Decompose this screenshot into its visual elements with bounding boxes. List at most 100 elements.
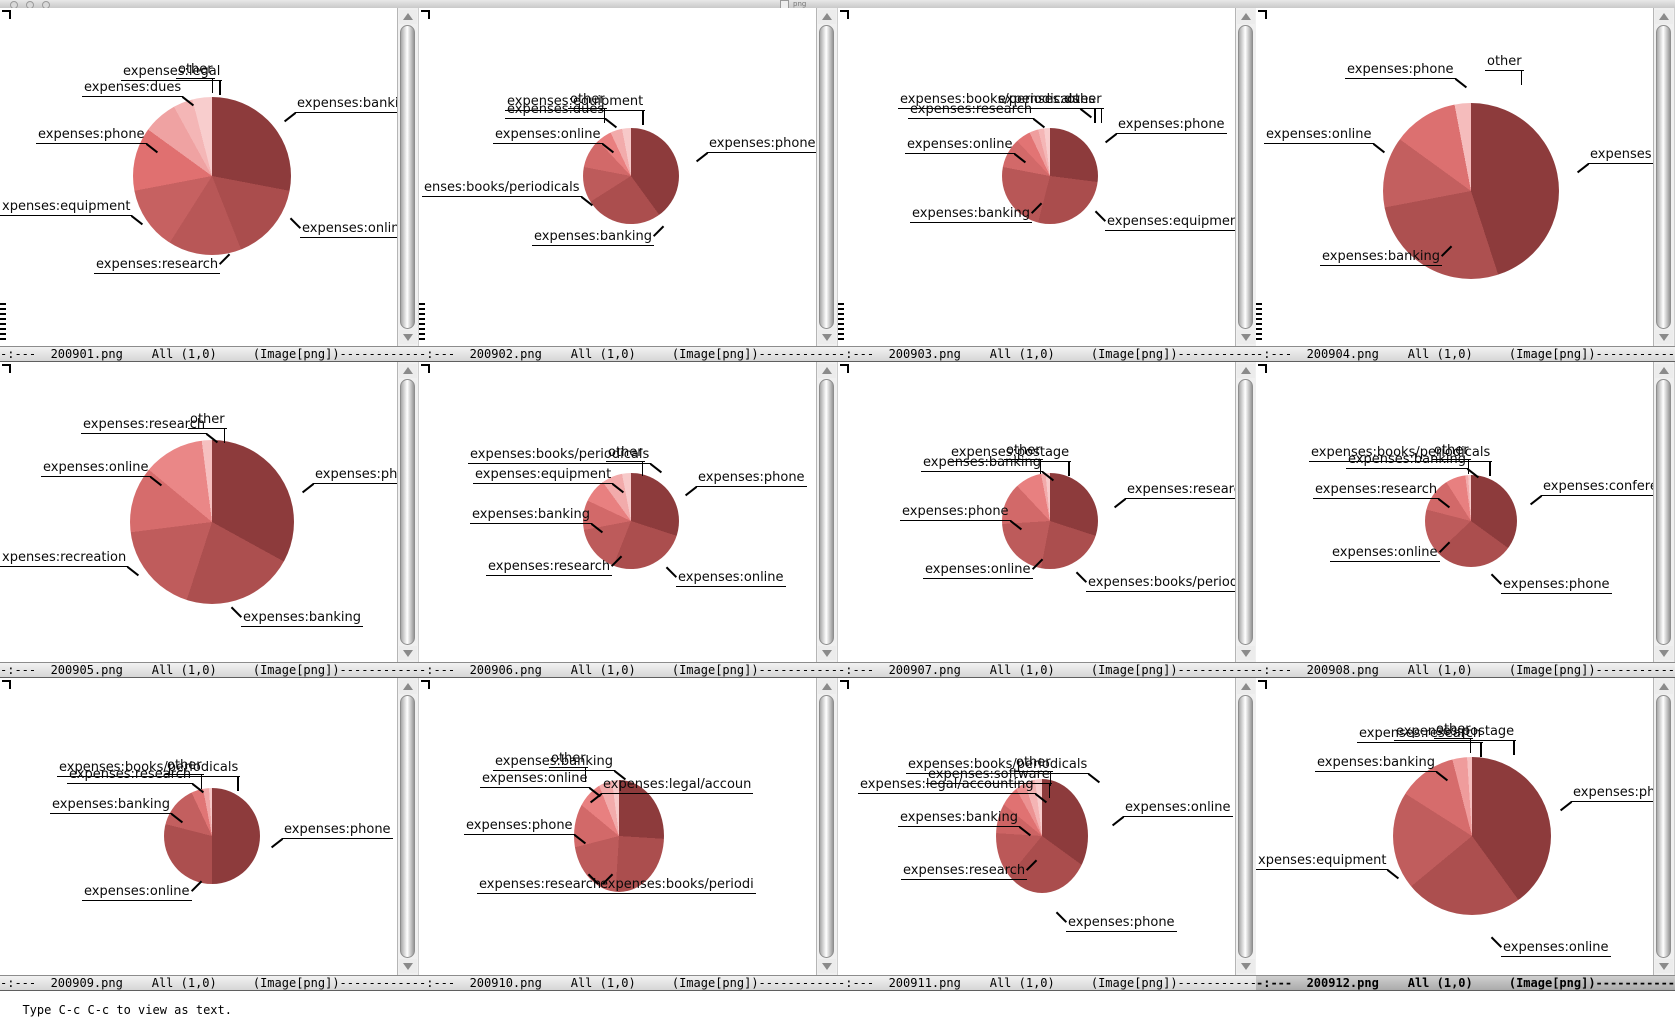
scroll-up-arrow[interactable]	[1237, 680, 1255, 694]
scrollbar-thumb[interactable]	[1656, 379, 1671, 645]
scrollbar[interactable]	[397, 362, 419, 662]
scrollbar[interactable]	[816, 362, 838, 662]
leader-line	[219, 253, 230, 264]
scroll-up-arrow[interactable]	[1655, 680, 1673, 694]
up-arrow-icon	[403, 683, 413, 690]
scrollbar-thumb[interactable]	[819, 25, 834, 329]
scroll-up-arrow[interactable]	[818, 364, 836, 378]
scrollbar[interactable]	[1653, 8, 1675, 346]
scroll-up-arrow[interactable]	[818, 680, 836, 694]
leader-line	[1088, 773, 1100, 783]
modeline-200908.png[interactable]: -:--- 200908.png All (1,0) (Image[png])-…	[1256, 662, 1675, 678]
scrollbar-thumb[interactable]	[819, 379, 834, 645]
down-arrow-icon	[1241, 334, 1251, 341]
scrollbar-thumb[interactable]	[1238, 379, 1253, 645]
echo-area[interactable]: Type C-c C-c to view as text.	[0, 991, 1675, 1004]
scroll-up-arrow[interactable]	[818, 10, 836, 24]
modeline-200905.png[interactable]: -:--- 200905.png All (1,0) (Image[png])-…	[0, 662, 419, 678]
modeline-200902.png[interactable]: -:--- 200902.png All (1,0) (Image[png])-…	[419, 346, 838, 362]
pie-slice-label: other	[549, 751, 588, 768]
modeline-200901.png[interactable]: -:--- 200901.png All (1,0) (Image[png])-…	[0, 346, 419, 362]
scroll-down-arrow[interactable]	[1655, 646, 1673, 660]
scrollbar-thumb[interactable]	[1238, 25, 1253, 329]
scroll-up-arrow[interactable]	[399, 364, 417, 378]
scroll-down-arrow[interactable]	[818, 959, 836, 973]
leader-line	[1049, 783, 1051, 798]
scrollbar[interactable]	[816, 678, 838, 975]
leader-line	[685, 486, 697, 496]
scroll-down-arrow[interactable]	[1655, 959, 1673, 973]
scrollbar[interactable]	[1235, 362, 1257, 662]
up-arrow-icon	[1241, 13, 1251, 20]
scroll-up-arrow[interactable]	[1655, 10, 1673, 24]
up-arrow-icon	[1659, 683, 1669, 690]
scroll-down-arrow[interactable]	[818, 646, 836, 660]
scrollbar[interactable]	[1235, 678, 1257, 975]
scrollbar-thumb[interactable]	[400, 25, 415, 329]
leader-line	[1068, 461, 1070, 476]
scroll-down-arrow[interactable]	[399, 330, 417, 344]
leader-line	[642, 461, 644, 476]
scroll-up-arrow[interactable]	[399, 10, 417, 24]
pie-slice-label: expenses:phone	[1345, 62, 1456, 79]
scrollbar-thumb[interactable]	[1238, 695, 1253, 958]
modeline-200903.png[interactable]: -:--- 200903.png All (1,0) (Image[png])-…	[838, 346, 1257, 362]
scroll-down-arrow[interactable]	[399, 646, 417, 660]
scroll-down-arrow[interactable]	[1237, 959, 1255, 973]
scroll-down-arrow[interactable]	[818, 330, 836, 344]
scrollbar[interactable]	[397, 678, 419, 975]
scrollbar[interactable]	[1653, 678, 1675, 975]
scrollbar-thumb[interactable]	[1656, 25, 1671, 329]
scroll-up-arrow[interactable]	[1237, 10, 1255, 24]
down-arrow-icon	[822, 334, 832, 341]
modeline-200911.png[interactable]: -:--- 200911.png All (1,0) (Image[png])-…	[838, 975, 1257, 991]
fringe-corner-mark	[840, 10, 849, 19]
window-title-text: png	[793, 0, 806, 8]
scrollbar-thumb[interactable]	[1656, 695, 1671, 958]
scrollbar-thumb[interactable]	[400, 379, 415, 645]
modeline-200910.png[interactable]: -:--- 200910.png All (1,0) (Image[png])-…	[419, 975, 838, 991]
down-arrow-icon	[403, 650, 413, 657]
scrollbar[interactable]	[1653, 362, 1675, 662]
modeline-200907.png[interactable]: -:--- 200907.png All (1,0) (Image[png])-…	[838, 662, 1257, 678]
scroll-down-arrow[interactable]	[1237, 646, 1255, 660]
scrollbar-thumb[interactable]	[819, 695, 834, 958]
pie-slice-label: expenses:research	[1125, 482, 1237, 499]
leader-line	[1056, 911, 1067, 922]
scrollbar[interactable]	[816, 8, 838, 346]
modeline-200906.png[interactable]: -:--- 200906.png All (1,0) (Image[png])-…	[419, 662, 838, 678]
scroll-up-arrow[interactable]	[1237, 364, 1255, 378]
scroll-down-arrow[interactable]	[399, 959, 417, 973]
scrollbar[interactable]	[397, 8, 419, 346]
fringe-corner-mark	[421, 10, 430, 19]
modeline-200909.png[interactable]: -:--- 200909.png All (1,0) (Image[png])-…	[0, 975, 419, 991]
scrollbar-thumb[interactable]	[400, 695, 415, 958]
leader-line	[201, 774, 203, 789]
modeline-200912.png[interactable]: -:--- 200912.png All (1,0) (Image[png])-…	[1256, 975, 1675, 991]
scroll-down-arrow[interactable]	[1655, 330, 1673, 344]
leader-line	[224, 428, 226, 443]
scroll-up-arrow[interactable]	[399, 680, 417, 694]
down-arrow-icon	[822, 650, 832, 657]
modeline-200904.png[interactable]: -:--- 200904.png All (1,0) (Image[png])-…	[1256, 346, 1675, 362]
scroll-down-arrow[interactable]	[1237, 330, 1255, 344]
fringe-corner-mark	[840, 680, 849, 689]
scrollbar[interactable]	[1235, 8, 1257, 346]
scroll-up-arrow[interactable]	[1655, 364, 1673, 378]
pie-slice-label: expenses:equipment	[1105, 214, 1237, 231]
fringe-corner-mark	[421, 680, 430, 689]
up-arrow-icon	[822, 683, 832, 690]
up-arrow-icon	[1241, 683, 1251, 690]
